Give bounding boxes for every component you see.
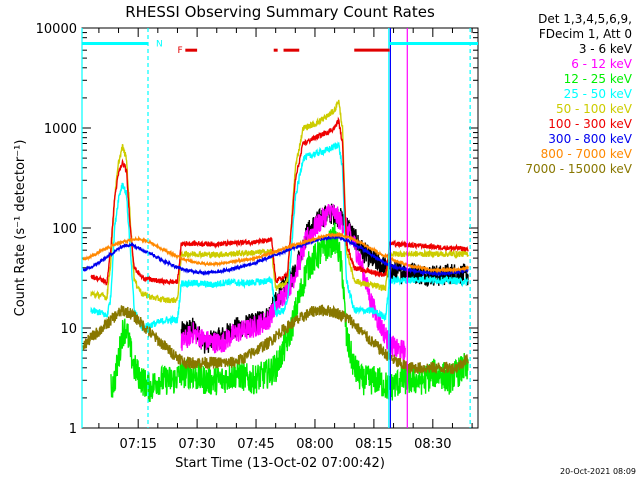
legend-entry: 6 - 12 keV: [571, 57, 633, 71]
legend-entry: 25 - 50 keV: [564, 87, 633, 101]
y-tick-label: 1: [69, 422, 77, 437]
x-tick-label: 07:30: [178, 437, 215, 452]
x-tick-label: 08:00: [296, 437, 333, 452]
y-axis-label: Count Rate (s⁻¹ detector⁻¹): [13, 140, 28, 317]
x-tick-label: 08:30: [414, 437, 451, 452]
series-line-4: [90, 99, 469, 304]
x-axis: 07:15 07:30 07:45 08:00 08:15 08:30: [98, 28, 473, 452]
y-tick-label: 10: [60, 322, 77, 337]
flag-layer: NF: [82, 39, 478, 56]
series-line-8: [82, 304, 469, 374]
flag-label: N: [156, 39, 163, 49]
marker-layer: [81, 28, 471, 428]
series-line-5: [90, 116, 469, 286]
legend-entry: 800 - 7000 keV: [541, 147, 633, 161]
legend-entry: 7000 - 15000 keV: [525, 162, 632, 176]
flag-label: F: [177, 46, 182, 56]
y-tick-label: 100: [52, 222, 77, 237]
legend-entry: 100 - 300 keV: [548, 117, 632, 131]
chart-title: RHESSI Observing Summary Count Rates: [125, 3, 435, 21]
legend-entry: 300 - 800 keV: [548, 132, 632, 146]
legend-header-line-2: FDecim 1, Att 0: [539, 27, 632, 41]
series-line-6: [82, 234, 469, 277]
x-tick-label: 07:45: [237, 437, 274, 452]
legend-entry: 3 - 6 keV: [579, 42, 633, 56]
y-tick-label: 10000: [36, 22, 77, 37]
x-axis-label: Start Time (13-Oct-02 07:00:42): [175, 456, 385, 471]
series-line-3: [90, 141, 469, 332]
legend-entry: 12 - 25 keV: [564, 72, 633, 86]
series-line-7: [82, 231, 469, 274]
series-layer: [82, 99, 469, 403]
x-tick-label: 08:15: [355, 437, 392, 452]
legend-header-line-1: Det 1,3,4,5,6,9,: [538, 12, 632, 26]
timestamp: 20-Oct-2021 08:09: [560, 467, 636, 476]
legend: Det 1,3,4,5,6,9, FDecim 1, Att 0 3 - 6 k…: [525, 12, 632, 176]
legend-entry: 50 - 100 keV: [556, 102, 633, 116]
x-tick-label: 07:15: [119, 437, 156, 452]
y-tick-label: 1000: [44, 122, 77, 137]
